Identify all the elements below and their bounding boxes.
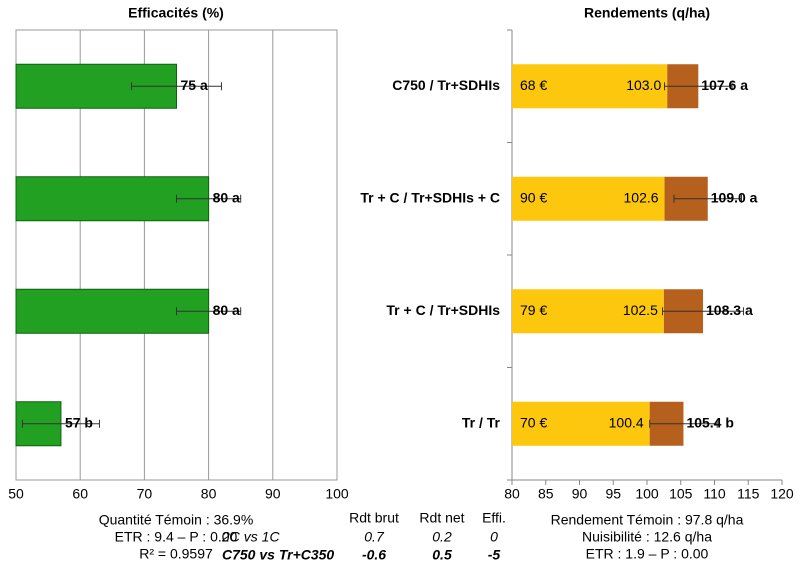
x-tick-label: 85 <box>538 486 554 502</box>
x-tick-label: 110 <box>703 486 726 502</box>
value-label: 100.4 <box>609 414 644 430</box>
value-label: 80 a <box>213 189 240 205</box>
value-label: 102.5 <box>623 302 658 318</box>
plot-border <box>15 29 338 481</box>
gain-label: 90 € <box>520 189 547 205</box>
value-label: 57 b <box>65 414 93 430</box>
total-label: 108.3 a <box>706 302 753 318</box>
table-header: Effi. <box>482 510 506 526</box>
table-header: Rdt net <box>419 510 464 526</box>
x-tick-label: 90 <box>265 486 281 502</box>
gain-label: 70 € <box>520 414 547 430</box>
table-header: Rdt brut <box>349 510 399 526</box>
footer-text: Quantité Témoin : 36.9% <box>99 512 254 528</box>
x-tick-label: 105 <box>669 486 693 502</box>
table-cell: -0.6 <box>362 547 386 563</box>
x-tick-label: 90 <box>572 486 588 502</box>
value-label: 75 a <box>181 77 208 93</box>
table-cell: 0 <box>490 529 498 545</box>
x-tick-label: 100 <box>325 486 349 502</box>
y-tick-label: Tr / Tr <box>462 414 501 430</box>
x-tick-label: 50 <box>8 486 24 502</box>
y-tick-label: Tr + C / Tr+SDHIs + C <box>360 189 500 205</box>
y-tick-label: Tr + C / Tr+SDHIs <box>386 302 500 318</box>
table-cell: 2C vs 1C <box>221 529 280 545</box>
table-cell: 0.5 <box>432 547 452 563</box>
total-label: 107.6 a <box>701 77 748 93</box>
chart-title: Efficacités (%) <box>128 5 224 21</box>
table-cell: 0.2 <box>432 529 452 545</box>
bar-segment <box>512 64 668 109</box>
gain-label: 79 € <box>520 302 547 318</box>
footer-text: R² = 0.9597 <box>139 546 213 562</box>
x-tick-label: 70 <box>137 486 153 502</box>
bar-segment <box>512 289 664 334</box>
x-tick-label: 120 <box>770 486 794 502</box>
footer-text: Nuisibilité : 12.6 q/ha <box>582 529 712 545</box>
chart-title: Rendements (q/ha) <box>584 5 710 21</box>
table-row: 2C vs 1C 0.7 0.2 0 <box>221 529 498 545</box>
footer-text: ETR : 1.9 – P : 0.00 <box>586 546 709 562</box>
x-tick-label: 80 <box>201 486 217 502</box>
value-label: 102.6 <box>624 189 659 205</box>
table-row: C750 vs Tr+C350 -0.6 0.5 -5 <box>222 547 500 563</box>
footer-text: Rendement Témoin : 97.8 q/ha <box>551 512 744 528</box>
x-tick-label: 80 <box>504 486 520 502</box>
gain-label: 68 € <box>520 77 547 93</box>
bar-segment <box>512 176 665 221</box>
footer-text: ETR : 9.4 – P : 0.00 <box>115 529 238 545</box>
table-cell: -5 <box>488 547 501 563</box>
table-cell: 0.7 <box>364 529 385 545</box>
total-label: 105.4 b <box>686 414 733 430</box>
x-tick-label: 115 <box>737 486 760 502</box>
y-tick-label: C750 / Tr+SDHIs <box>392 77 500 93</box>
x-tick-label: 95 <box>605 486 621 502</box>
bar-segment <box>512 401 650 446</box>
x-tick-label: 100 <box>635 486 659 502</box>
value-label: 80 a <box>213 302 240 318</box>
table-cell: C750 vs Tr+C350 <box>222 547 334 563</box>
total-label: 109.0 a <box>711 189 758 205</box>
x-tick-label: 60 <box>72 486 88 502</box>
value-label: 103.0 <box>626 77 661 93</box>
